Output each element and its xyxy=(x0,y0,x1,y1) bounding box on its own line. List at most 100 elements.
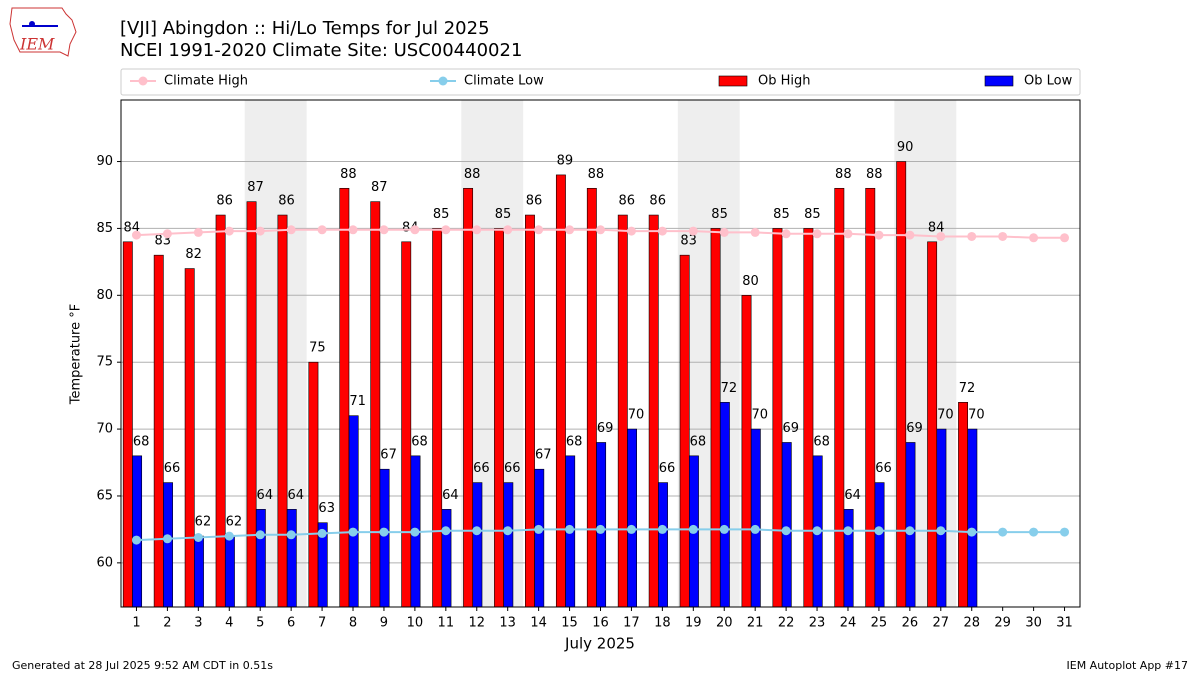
x-tick-label: 12 xyxy=(468,616,485,631)
bar xyxy=(246,201,257,608)
marker xyxy=(905,526,915,536)
y-tick-label: 90 xyxy=(96,154,113,169)
marker xyxy=(812,229,822,239)
data-label: 86 xyxy=(278,194,295,209)
data-label: 85 xyxy=(711,207,728,222)
x-tick-label: 2 xyxy=(163,616,171,631)
marker xyxy=(719,227,729,237)
marker xyxy=(503,225,513,235)
bar xyxy=(741,295,752,608)
chart-subtitle: NCEI 1991-2020 Climate Site: USC00440021 xyxy=(120,40,522,61)
bar xyxy=(122,241,133,608)
marker xyxy=(657,226,667,236)
data-label: 85 xyxy=(495,207,512,222)
x-tick-label: 27 xyxy=(933,616,950,631)
plot-frame xyxy=(120,99,1081,608)
legend-label: Ob High xyxy=(758,74,811,89)
bar xyxy=(803,228,814,608)
x-tick-label: 28 xyxy=(963,616,980,631)
marker xyxy=(565,225,575,235)
data-label: 72 xyxy=(721,381,738,396)
data-label: 68 xyxy=(411,434,428,449)
data-label: 70 xyxy=(628,408,645,423)
data-label: 82 xyxy=(185,247,202,262)
bar xyxy=(967,428,978,608)
marker xyxy=(472,225,482,235)
marker xyxy=(255,226,265,236)
legend-swatch xyxy=(718,75,748,87)
bar xyxy=(153,254,164,608)
x-tick-label: 26 xyxy=(902,616,919,631)
legend-label: Climate High xyxy=(164,74,248,89)
marker xyxy=(998,231,1008,241)
data-label: 62 xyxy=(195,515,212,530)
bar xyxy=(503,482,514,608)
bar xyxy=(772,228,783,608)
bar xyxy=(255,509,266,608)
bar xyxy=(648,214,659,608)
data-label: 85 xyxy=(804,207,821,222)
marker xyxy=(936,231,946,241)
x-tick-label: 18 xyxy=(654,616,671,631)
data-label: 66 xyxy=(875,461,892,476)
data-label: 64 xyxy=(442,488,459,503)
y-tick-label: 80 xyxy=(96,288,113,303)
data-label: 86 xyxy=(216,194,233,209)
data-label: 62 xyxy=(226,515,243,530)
y-tick-label: 85 xyxy=(96,221,113,236)
data-label: 68 xyxy=(566,434,583,449)
legend-label: Ob Low xyxy=(1024,74,1073,89)
x-tick-label: 8 xyxy=(349,616,357,631)
bar xyxy=(132,455,143,608)
data-label: 90 xyxy=(897,140,914,155)
bar xyxy=(441,509,452,608)
marker xyxy=(348,527,358,537)
data-label: 88 xyxy=(588,167,605,182)
marker xyxy=(224,226,234,236)
marker xyxy=(750,227,760,237)
marker xyxy=(255,530,265,540)
marker xyxy=(131,230,141,240)
marker xyxy=(1060,527,1070,537)
marker xyxy=(410,225,420,235)
x-tick-label: 19 xyxy=(685,616,702,631)
bar xyxy=(710,228,721,608)
bar xyxy=(781,442,792,608)
marker xyxy=(472,526,482,536)
data-label: 64 xyxy=(844,488,861,503)
data-label: 87 xyxy=(371,180,388,195)
data-label: 69 xyxy=(597,421,614,436)
marker xyxy=(781,526,791,536)
data-label: 88 xyxy=(866,167,883,182)
x-tick-label: 10 xyxy=(407,616,424,631)
marker xyxy=(905,230,915,240)
bar xyxy=(348,415,359,608)
bar xyxy=(596,442,607,608)
x-tick-label: 23 xyxy=(809,616,826,631)
x-tick-label: 13 xyxy=(499,616,516,631)
bar xyxy=(339,187,350,608)
data-label: 66 xyxy=(164,461,181,476)
bar xyxy=(874,482,885,608)
bar xyxy=(432,228,443,608)
bar xyxy=(586,187,597,608)
logo: IEM xyxy=(9,7,77,57)
bar xyxy=(905,442,916,608)
legend-swatch xyxy=(984,75,1014,87)
data-label: 83 xyxy=(680,234,697,249)
marker xyxy=(162,534,172,544)
marker xyxy=(719,524,729,534)
bar xyxy=(370,201,381,608)
x-tick-label: 30 xyxy=(1025,616,1042,631)
legend-label: Climate Low xyxy=(464,74,544,89)
data-label: 86 xyxy=(526,194,543,209)
marker xyxy=(503,526,513,536)
marker xyxy=(596,225,605,235)
bar xyxy=(750,428,761,608)
bar xyxy=(627,428,637,608)
bar xyxy=(379,468,390,608)
marker xyxy=(534,524,544,534)
x-tick-label: 31 xyxy=(1056,616,1073,631)
marker xyxy=(1060,233,1070,243)
x-tick-label: 20 xyxy=(716,616,733,631)
